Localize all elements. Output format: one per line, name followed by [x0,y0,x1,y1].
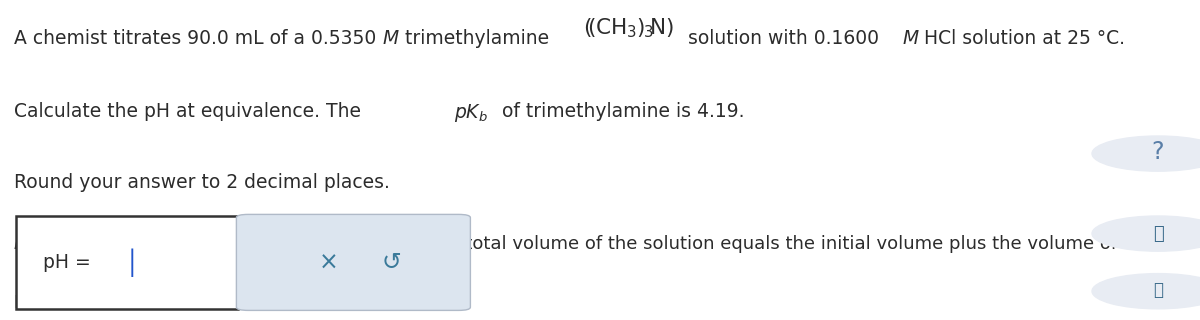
Text: $\!\left(\!\left(\mathrm{CH_3}\right)_{\!3}\!\mathrm{N}\right)$: $\!\left(\!\left(\mathrm{CH_3}\right)_{\… [584,16,674,40]
Text: A chemist titrates 90.0 mL of a 0.5350: A chemist titrates 90.0 mL of a 0.5350 [14,29,377,48]
Text: ?: ? [1152,140,1164,164]
Text: ↺: ↺ [382,250,401,274]
Text: trimethylamine: trimethylamine [398,29,556,48]
FancyBboxPatch shape [236,214,470,310]
Text: ×: × [318,250,338,274]
Text: │: │ [125,248,139,277]
Text: you may assume the total volume of the solution equals the initial volume plus t: you may assume the total volume of the s… [265,235,1117,253]
Circle shape [1092,216,1200,251]
Circle shape [1092,274,1200,309]
Text: pH =: pH = [43,253,97,272]
Text: $\mathit{M}$: $\mathit{M}$ [902,29,920,48]
Text: $p\mathit{K}_{b}$: $p\mathit{K}_{b}$ [454,102,487,124]
Text: of trimethylamine is 4.19.: of trimethylamine is 4.19. [496,102,744,121]
Text: Note for advanced students:: Note for advanced students: [14,235,271,253]
Text: Calculate the pH at equivalence. The: Calculate the pH at equivalence. The [14,102,367,121]
Text: $\mathit{M}$: $\mathit{M}$ [382,29,400,48]
FancyBboxPatch shape [16,216,238,309]
Text: 📊: 📊 [1153,281,1163,299]
Circle shape [1092,136,1200,171]
Text: HCl solution at 25 °C.: HCl solution at 25 °C. [918,29,1126,48]
Text: HCl solution added.: HCl solution added. [14,294,191,312]
Text: 🖩: 🖩 [1153,225,1163,243]
Text: solution with 0.1600: solution with 0.1600 [682,29,878,48]
Text: Round your answer to 2 decimal places.: Round your answer to 2 decimal places. [14,173,390,192]
